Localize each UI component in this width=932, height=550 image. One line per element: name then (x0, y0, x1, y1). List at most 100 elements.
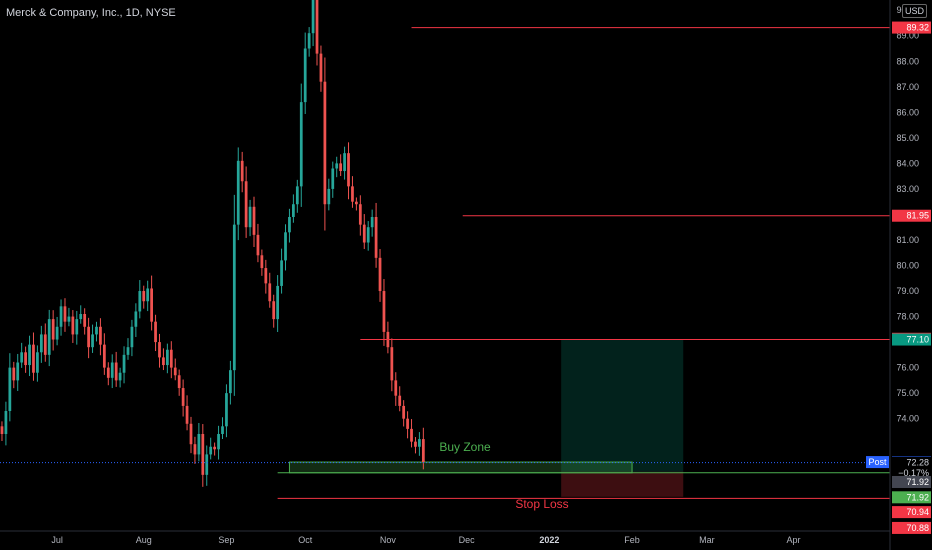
candle-down (421, 439, 425, 463)
price-badges: 89.3281.9577.1377.10Post72.3072.28−0.17%… (866, 21, 931, 534)
candle-up (75, 319, 79, 335)
time-tick-label: Feb (624, 535, 640, 545)
candle-down (162, 357, 165, 366)
candle-down (189, 423, 193, 445)
candle-down (177, 375, 181, 389)
candle-up (16, 362, 20, 381)
buy-zone-rect (288, 461, 633, 474)
candle-up (299, 102, 303, 187)
candle-up (95, 326, 98, 335)
target-zone (561, 339, 684, 472)
candle-up (165, 349, 169, 366)
candle-up (59, 306, 63, 327)
candle-up (225, 393, 228, 427)
level-lines (0, 27, 890, 499)
candle-up (146, 288, 150, 302)
candle-down (362, 224, 366, 243)
candle-down (114, 362, 118, 381)
price-badge-label: 89.32 (906, 23, 929, 33)
candle-down (414, 441, 417, 447)
price-badge-label: 77.10 (906, 335, 929, 345)
candle-up (130, 326, 134, 348)
candle-up (307, 33, 311, 49)
candle-up (221, 426, 224, 434)
time-tick-label: Jul (51, 535, 63, 545)
candle-down (323, 81, 327, 205)
candle-up (335, 163, 339, 169)
candle-up (303, 48, 307, 103)
candle-up (248, 206, 252, 228)
candle-up (134, 311, 138, 327)
candle-up (418, 439, 421, 447)
candle-up (209, 446, 213, 455)
candle-down (339, 163, 343, 172)
candle-down (12, 367, 16, 381)
candle-down (268, 283, 272, 302)
candle-down (32, 344, 35, 373)
candle-down (347, 153, 350, 187)
candle-up (327, 188, 331, 205)
candle-up (280, 260, 283, 286)
time-tick-label: Sep (218, 535, 234, 545)
symbol-title[interactable]: Merck & Company, Inc., 1D, NYSE (6, 7, 176, 19)
candle-up (138, 291, 142, 312)
candle-down (272, 301, 276, 320)
candle-up (205, 454, 209, 475)
price-badge-label: 72.28 (906, 458, 929, 468)
candle-up (28, 344, 31, 366)
candle-down (394, 380, 398, 396)
candle-down (83, 314, 87, 327)
candle-up (36, 352, 39, 373)
time-tick-label: Nov (380, 535, 397, 545)
candle-down (264, 268, 268, 284)
time-tick-label: 2022 (539, 535, 559, 545)
candle-down (87, 326, 90, 348)
price-badge (892, 521, 931, 534)
price-tick-label: 74.00 (896, 414, 919, 424)
price-badge (892, 209, 931, 222)
candle-up (366, 227, 370, 243)
price-badge-label: 71.92 (906, 492, 929, 502)
candle-down (106, 367, 110, 378)
candle-up (91, 334, 94, 348)
candle-up (311, 0, 315, 34)
candle-down (410, 428, 413, 442)
buy-zone-label: Buy Zone (439, 440, 491, 454)
candle-up (110, 362, 114, 378)
candle-down (378, 257, 382, 292)
price-tick-label: 84.00 (896, 158, 919, 168)
candle-up (47, 319, 51, 355)
candle-down (213, 446, 217, 450)
price-badge (892, 506, 931, 519)
candle-down (71, 316, 75, 335)
price-axis[interactable]: 74.0075.0076.0077.0078.0079.0080.0081.00… (896, 5, 919, 423)
candle-up (197, 433, 201, 455)
currency-label[interactable]: USD (902, 4, 928, 18)
candle-down (185, 405, 189, 424)
candle-up (39, 334, 43, 353)
candle-down (256, 234, 260, 256)
post-market-label: Post (868, 457, 887, 467)
candle-down (315, 0, 319, 54)
candle-down (374, 216, 378, 258)
time-axis[interactable]: Jul Aug Sep Oct Nov Dec 2022 Feb Mar Apr (51, 535, 800, 545)
candle-down (193, 444, 197, 455)
candle-down (181, 388, 185, 406)
candle-down (150, 288, 153, 322)
candle-up (55, 326, 59, 340)
price-tick-label: 75.00 (896, 388, 919, 398)
price-badge-label: 81.95 (906, 211, 929, 221)
price-tick-label: 76.00 (896, 363, 919, 373)
candle-down (260, 255, 264, 269)
price-badge (892, 21, 931, 34)
candle-up (236, 160, 240, 225)
candle-up (331, 168, 335, 189)
candle-down (252, 206, 256, 235)
candle-down (398, 395, 402, 406)
time-tick-label: Oct (298, 535, 313, 545)
candle-up (79, 314, 83, 320)
candles (0, 0, 425, 487)
candle-up (8, 367, 12, 412)
post-market-badge (866, 456, 889, 469)
